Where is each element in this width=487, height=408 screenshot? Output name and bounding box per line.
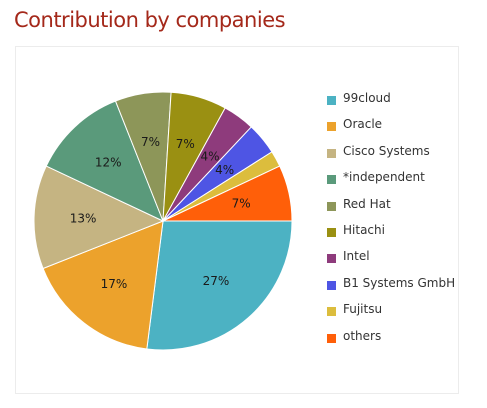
page-title: Contribution by companies (14, 8, 286, 32)
legend-item-independent[interactable]: *independent (327, 170, 455, 196)
legend-label: 99cloud (343, 91, 391, 105)
pie-slice-oracle[interactable] (42, 220, 164, 350)
legend-label: B1 Systems GmbH (343, 275, 456, 290)
legend-item-oracle[interactable]: Oracle (327, 117, 455, 143)
legend-swatch (327, 96, 336, 105)
pie-slice-99cloud[interactable] (146, 220, 293, 351)
pie-slices (33, 91, 293, 351)
legend-label: Intel (343, 249, 370, 264)
legend-label: Hitachi (343, 222, 385, 237)
legend-item-intel[interactable]: Intel (327, 249, 455, 275)
legend-swatch (327, 254, 336, 264)
legend-label: others (343, 328, 382, 343)
slice-label-oracle: 17% (101, 277, 128, 291)
legend-swatch (327, 122, 336, 132)
legend-swatch (327, 333, 336, 343)
slice-label-red-hat: 7% (141, 135, 160, 149)
legend-swatch (327, 201, 336, 211)
legend-swatch (327, 148, 336, 158)
pie-slice-others[interactable] (162, 165, 293, 222)
chart-legend: 99cloud Oracle Cisco Systems *independent Re… (327, 91, 455, 355)
legend-label: Fujitsu (343, 302, 383, 317)
legend-item-red-hat[interactable]: Red Hat (327, 197, 455, 223)
legend-item-hitachi[interactable]: Hitachi (327, 223, 455, 249)
legend-label: Oracle (343, 117, 383, 132)
slice-label-independent: 12% (95, 156, 122, 170)
slice-label-others: 7% (232, 197, 251, 211)
legend-item-fujitsu[interactable]: Fujitsu (327, 302, 455, 328)
legend-label: Red Hat (343, 196, 391, 211)
legend-item-99cloud[interactable]: 99cloud (327, 91, 455, 117)
slice-label-hitachi: 7% (176, 137, 195, 151)
pie-slice-independent[interactable] (45, 100, 164, 222)
pie-labels: 27% 17% 13% 12% 7% 7% 4%4% 7% (70, 135, 251, 291)
legend-label: *independent (343, 170, 425, 185)
legend-item-others[interactable]: others (327, 329, 455, 355)
legend-swatch (327, 175, 336, 185)
legend-swatch (327, 280, 336, 290)
slice-label-intel: 4% (200, 149, 219, 163)
legend-label: Cisco Systems (343, 143, 430, 158)
legend-swatch (327, 307, 336, 317)
legend-swatch (327, 227, 336, 237)
slice-label-99cloud: 27% (203, 274, 230, 288)
legend-item-cisco-systems[interactable]: Cisco Systems (327, 144, 455, 170)
legend-item-b1-systems-gmbh[interactable]: B1 Systems GmbH (327, 276, 455, 302)
slice-label-cisco-systems: 13% (70, 212, 97, 226)
pie-slice-cisco-systems[interactable] (33, 165, 165, 270)
slice-label-b1-systems-gmbh: 4% (215, 163, 234, 177)
